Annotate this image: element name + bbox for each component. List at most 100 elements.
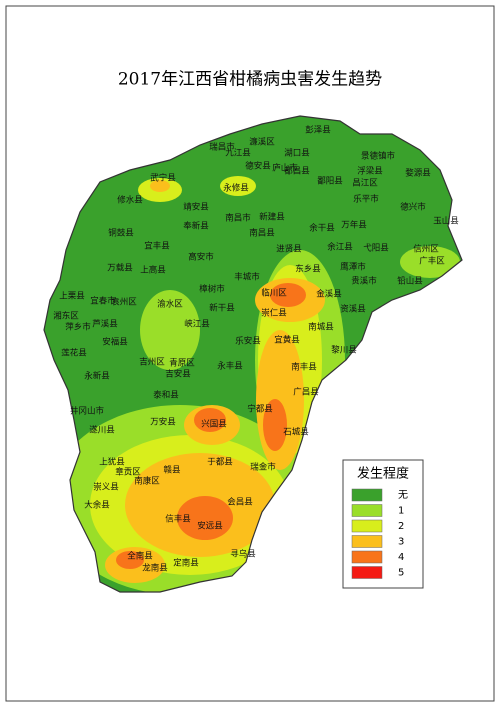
county-label: 崇仁县	[261, 308, 287, 319]
county-label: 高安市	[188, 252, 214, 263]
county-label: 寻乌县	[230, 549, 256, 560]
county-label: 浮梁县	[357, 166, 383, 177]
county-label: 鄱阳县	[317, 177, 343, 187]
county-label: 乐平市	[353, 194, 379, 205]
legend-label: 4	[398, 552, 404, 563]
county-label: 袁州区	[111, 297, 137, 308]
legend-label: 1	[398, 506, 404, 517]
county-label: 余干县	[309, 223, 335, 234]
county-label: 新建县	[259, 212, 285, 223]
county-label: 定南县	[173, 558, 199, 569]
county-label: 会昌县	[227, 497, 253, 508]
county-label: 修水县	[117, 195, 143, 206]
county-label: 全南县	[127, 551, 153, 562]
county-label: 樟树市	[199, 284, 225, 295]
province-outline	[43, 115, 463, 593]
province-fill	[44, 116, 462, 592]
county-label: 武宁县	[150, 173, 176, 184]
county-label: 广昌县	[293, 387, 319, 398]
county-label: 德兴市	[400, 202, 426, 213]
legend-label: 3	[398, 537, 404, 548]
county-label: 金溪县	[316, 289, 342, 300]
county-label: 永新县	[84, 371, 110, 382]
county-label: 万载县	[107, 263, 133, 274]
county-label: 广丰区	[419, 256, 445, 267]
legend-label: 2	[398, 521, 404, 532]
county-label: 宜丰县	[144, 241, 170, 252]
county-label: 彭泽县	[305, 125, 331, 136]
county-label: 芦溪县	[92, 319, 118, 330]
county-label: 弋阳县	[363, 243, 389, 254]
county-label: 章贡区	[115, 467, 141, 478]
county-label: 婺源县	[405, 168, 431, 179]
county-label: 崇义县	[93, 483, 119, 493]
legend-label: 无	[398, 490, 408, 501]
county-label: 靖安县	[183, 202, 209, 213]
county-label: 泰和县	[153, 390, 179, 401]
county-label: 吉安县	[165, 369, 191, 380]
county-label: 东乡县	[295, 264, 321, 275]
county-label: 石城县	[283, 428, 309, 438]
county-label: 新干县	[209, 303, 235, 314]
county-label: 渝水区	[157, 299, 183, 310]
county-label: 万安县	[150, 417, 176, 428]
county-label: 上犹县	[99, 457, 125, 468]
county-label: 峡江县	[184, 319, 210, 330]
county-label: 南城县	[308, 322, 334, 333]
county-label: 井冈山市	[70, 406, 105, 417]
county-label: 贵溪市	[351, 276, 377, 287]
county-label: 上栗县	[59, 292, 85, 302]
county-label: 进贤县	[276, 245, 302, 255]
county-label: 南丰县	[291, 362, 317, 373]
county-label: 瑞金市	[250, 462, 276, 473]
county-label: 昌江区	[352, 179, 378, 189]
county-label: 德安县	[245, 161, 271, 172]
county-label: 南康区	[134, 476, 160, 487]
county-label: 万年县	[341, 220, 367, 231]
county-label: 南昌县	[249, 228, 275, 239]
county-label: 莲花县	[61, 348, 87, 359]
page-frame	[5, 5, 495, 702]
county-label: 宁都县	[247, 404, 273, 415]
county-label: 于都县	[207, 458, 233, 468]
county-label: 濂溪区	[249, 137, 275, 148]
legend-swatch	[351, 519, 383, 533]
legend-title: 发生程度	[357, 466, 409, 482]
county-label: 资溪县	[340, 304, 366, 315]
county-label: 瑞昌市	[209, 142, 235, 153]
county-label: 湘东区	[53, 311, 79, 322]
county-label: 信丰县	[165, 514, 191, 525]
county-label: 宜春市	[90, 296, 116, 307]
county-label: 丰城市	[234, 272, 260, 283]
county-label: 黎川县	[331, 345, 357, 356]
county-label: 玉山县	[433, 216, 459, 227]
county-label: 南昌市	[225, 213, 251, 224]
county-label: 遂川县	[89, 425, 115, 436]
county-label: 鹰潭市	[340, 262, 366, 273]
county-label: 都昌县	[284, 167, 310, 177]
county-label: 景德镇市	[361, 151, 396, 162]
county-label: 安福县	[102, 337, 128, 348]
county-label: 宜黄县	[274, 335, 300, 346]
county-label: 赣县	[163, 465, 181, 476]
county-label: 奉新县	[183, 221, 209, 232]
legend-label: 5	[398, 568, 404, 579]
county-label: 永丰县	[217, 361, 243, 372]
county-label: 铜鼓县	[108, 228, 134, 239]
county-label: 信州区	[413, 244, 439, 255]
legend-swatch	[351, 566, 383, 579]
legend-swatch	[351, 488, 383, 502]
map-title: 2017年江西省柑橘病虫害发生趋势	[118, 70, 382, 90]
county-label: 萍乡市	[65, 322, 91, 333]
legend-swatch	[351, 535, 383, 548]
legend-swatch	[351, 504, 383, 517]
county-label: 乐安县	[235, 336, 261, 347]
county-label: 龙南县	[142, 563, 168, 574]
county-label: 兴国县	[201, 420, 227, 430]
county-label: 湖口县	[284, 149, 310, 159]
county-label: 临川区	[261, 288, 287, 299]
county-label: 青原区	[169, 358, 195, 369]
legend-swatch	[351, 550, 383, 564]
county-label: 安远县	[197, 521, 223, 532]
